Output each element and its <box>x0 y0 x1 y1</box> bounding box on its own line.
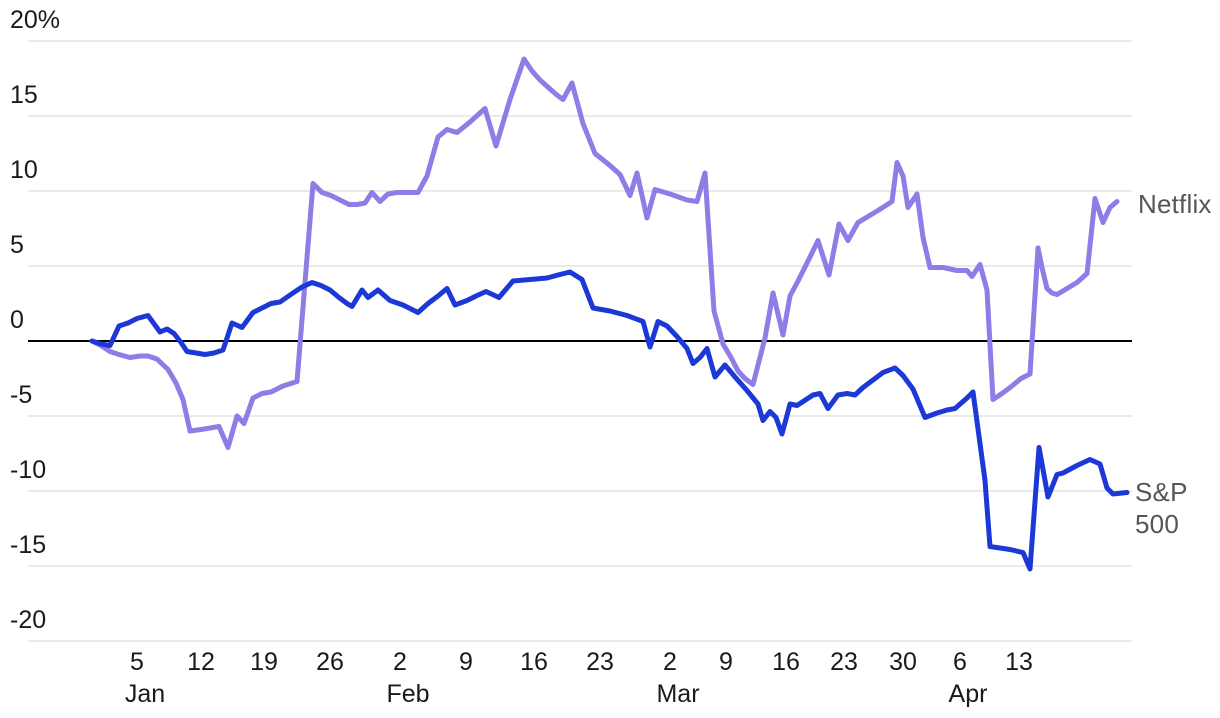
x-axis-tick-label: 23 <box>586 648 614 676</box>
x-axis-tick-label: 16 <box>772 648 800 676</box>
sp500-series-label: S&P 500 <box>1135 477 1188 539</box>
netflix-series-label: Netflix <box>1138 189 1212 219</box>
x-axis-month-label: Jan <box>125 680 165 708</box>
x-axis-month-label: Apr <box>949 680 988 708</box>
x-axis-month-label: Feb <box>386 680 429 708</box>
y-axis-tick-label: -10 <box>10 456 46 484</box>
x-axis-tick-label: 13 <box>1005 648 1033 676</box>
y-axis-tick-label: 15 <box>10 81 38 109</box>
x-axis-tick-label: 23 <box>830 648 858 676</box>
sp500-line <box>89 269 1130 572</box>
y-axis-tick-label: 10 <box>10 156 38 184</box>
x-axis-tick-label: 2 <box>393 648 407 676</box>
x-axis-tick-label: 9 <box>719 648 733 676</box>
x-axis-tick-label: 12 <box>187 648 215 676</box>
x-axis-tick-label: 19 <box>250 648 278 676</box>
netflix-line <box>89 56 1120 450</box>
y-axis-tick-label: -20 <box>10 606 46 634</box>
y-axis-tick-label: 5 <box>10 231 24 259</box>
x-axis-tick-label: 9 <box>459 648 473 676</box>
y-axis-tick-label: -15 <box>10 531 46 559</box>
y-axis-tick-label: 20% <box>10 6 60 34</box>
y-axis-tick-label: 0 <box>10 306 24 334</box>
y-axis-tick-label: -5 <box>10 381 32 409</box>
x-axis-month-label: Mar <box>656 680 699 708</box>
x-axis-tick-label: 16 <box>520 648 548 676</box>
x-axis-tick-label: 6 <box>953 648 967 676</box>
x-axis-tick-label: 5 <box>130 648 144 676</box>
x-axis-tick-label: 26 <box>316 648 344 676</box>
x-axis-tick-label: 2 <box>663 648 677 676</box>
x-axis-tick-label: 30 <box>889 648 917 676</box>
